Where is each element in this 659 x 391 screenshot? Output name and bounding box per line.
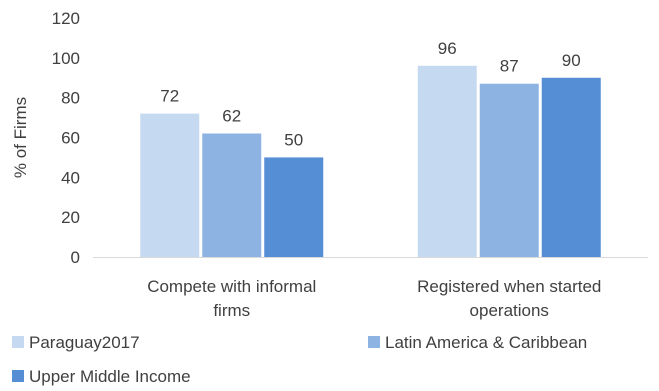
- data-label: 90: [562, 51, 581, 70]
- data-label: 87: [500, 57, 519, 76]
- category-labels-group: Compete with informal firms Registered whe…: [147, 277, 601, 320]
- bar: [140, 113, 200, 257]
- y-tick-label: 40: [61, 168, 80, 187]
- y-axis-ticks: 0 20 40 60 80 100 120: [52, 9, 80, 267]
- bar: [417, 65, 477, 257]
- legend-label: Latin America & Caribbean: [385, 333, 587, 352]
- data-label: 50: [284, 130, 303, 149]
- legend-swatch: [368, 336, 380, 348]
- y-tick-label: 80: [61, 89, 80, 108]
- category-label: operations: [470, 301, 549, 320]
- y-tick-label: 100: [52, 49, 80, 68]
- legend-swatch: [12, 370, 24, 382]
- data-label: 62: [222, 107, 241, 126]
- data-label: 72: [160, 87, 179, 106]
- y-axis-title: % of Firms: [11, 97, 30, 178]
- legend: Paraguay2017 Latin America & Caribbean Upp…: [12, 333, 587, 386]
- data-labels-group: 72 62 50 96 87 90: [160, 39, 580, 150]
- bar: [202, 133, 262, 257]
- bars-group: [140, 65, 601, 257]
- bar: [541, 77, 601, 257]
- category-label: Registered when started: [417, 277, 601, 296]
- y-tick-label: 0: [71, 248, 80, 267]
- data-label: 96: [438, 39, 457, 58]
- y-tick-label: 120: [52, 9, 80, 28]
- bar: [479, 83, 539, 257]
- legend-label: Paraguay2017: [29, 333, 140, 352]
- category-label: Compete with informal: [147, 277, 316, 296]
- y-tick-label: 20: [61, 208, 80, 227]
- bar: [264, 157, 324, 257]
- category-label: firms: [213, 301, 250, 320]
- legend-label: Upper Middle Income: [29, 367, 191, 386]
- legend-swatch: [12, 336, 24, 348]
- y-tick-label: 60: [61, 129, 80, 148]
